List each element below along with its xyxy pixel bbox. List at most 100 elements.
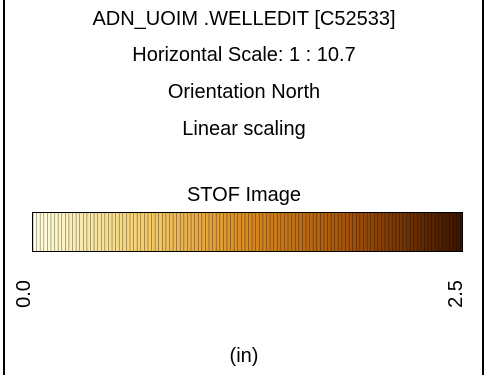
panel-right-border [482, 0, 484, 375]
unit-label: (in) [229, 345, 259, 367]
color-scale-bar [32, 212, 463, 252]
color-swatch [399, 213, 404, 251]
color-swatch [438, 213, 443, 251]
color-swatch [101, 213, 106, 251]
legend-title: STOF Image [186, 184, 302, 206]
color-swatch [420, 213, 425, 251]
color-swatch [226, 213, 231, 251]
color-swatch [212, 213, 217, 251]
color-swatch [112, 213, 117, 251]
color-swatch [47, 213, 52, 251]
color-swatch [402, 213, 407, 251]
color-swatch [388, 213, 393, 251]
panel-left-border [3, 0, 5, 375]
color-swatch [86, 213, 91, 251]
color-swatch [36, 213, 41, 251]
color-swatch [129, 213, 134, 251]
color-swatch [208, 213, 213, 251]
color-swatch [255, 213, 260, 251]
color-swatch [104, 213, 109, 251]
color-swatch [449, 213, 454, 251]
color-swatch [456, 213, 461, 251]
color-swatch [273, 213, 278, 251]
color-swatch [216, 213, 221, 251]
color-swatch [219, 213, 224, 251]
color-swatch [126, 213, 131, 251]
color-swatch [151, 213, 156, 251]
color-swatch [370, 213, 375, 251]
color-swatch [43, 213, 48, 251]
color-swatch [237, 213, 242, 251]
color-swatch [291, 213, 296, 251]
orientation-text: Orientation North [167, 81, 321, 103]
color-swatch [40, 213, 45, 251]
color-swatch [158, 213, 163, 251]
color-swatch [384, 213, 389, 251]
color-swatch [417, 213, 422, 251]
color-swatch [176, 213, 181, 251]
color-swatch [309, 213, 314, 251]
color-swatch [68, 213, 73, 251]
color-swatch [205, 213, 210, 251]
color-swatch [460, 213, 462, 251]
color-swatch [241, 213, 246, 251]
horizontal-scale-text: Horizontal Scale: 1 : 10.7 [132, 44, 356, 66]
color-swatch [144, 213, 149, 251]
color-swatch [367, 213, 372, 251]
color-swatch [266, 213, 271, 251]
color-swatch [341, 213, 346, 251]
color-swatch [331, 213, 336, 251]
scaling-text: Linear scaling [182, 118, 306, 140]
color-swatch [223, 213, 228, 251]
color-swatch [230, 213, 235, 251]
color-swatch [133, 213, 138, 251]
color-swatch [442, 213, 447, 251]
color-swatch [280, 213, 285, 251]
color-swatch [349, 213, 354, 251]
color-swatch [424, 213, 429, 251]
color-swatch [191, 213, 196, 251]
color-swatch [381, 213, 386, 251]
scale-min-label: 0.0 [13, 280, 35, 308]
color-swatch [94, 213, 99, 251]
color-swatch [298, 213, 303, 251]
color-swatch [334, 213, 339, 251]
color-swatch [187, 213, 192, 251]
color-swatch [90, 213, 95, 251]
color-swatch [413, 213, 418, 251]
color-swatch [234, 213, 239, 251]
color-swatch [119, 213, 124, 251]
color-swatch [162, 213, 167, 251]
well-title: ADN_UOIM .WELLEDIT [C52533] [92, 8, 396, 30]
color-swatch [316, 213, 321, 251]
color-swatch [79, 213, 84, 251]
color-swatch [72, 213, 77, 251]
color-swatch [115, 213, 120, 251]
color-scale-svg [33, 213, 462, 251]
color-swatch [374, 213, 379, 251]
color-swatch [345, 213, 350, 251]
color-swatch [262, 213, 267, 251]
color-swatch [50, 213, 55, 251]
color-swatch [194, 213, 199, 251]
color-swatch [65, 213, 70, 251]
color-swatch [277, 213, 282, 251]
color-swatch [410, 213, 415, 251]
color-swatch [122, 213, 127, 251]
color-swatch [137, 213, 142, 251]
color-swatch [83, 213, 88, 251]
color-swatch [169, 213, 174, 251]
color-swatch [431, 213, 436, 251]
color-swatch [198, 213, 203, 251]
color-swatch [377, 213, 382, 251]
color-swatch [284, 213, 289, 251]
scale-max-label: 2.5 [445, 280, 467, 308]
color-swatch [165, 213, 170, 251]
color-swatch [61, 213, 66, 251]
color-swatch [201, 213, 206, 251]
color-swatch [108, 213, 113, 251]
color-swatch [359, 213, 364, 251]
color-swatch [320, 213, 325, 251]
color-swatch [363, 213, 368, 251]
